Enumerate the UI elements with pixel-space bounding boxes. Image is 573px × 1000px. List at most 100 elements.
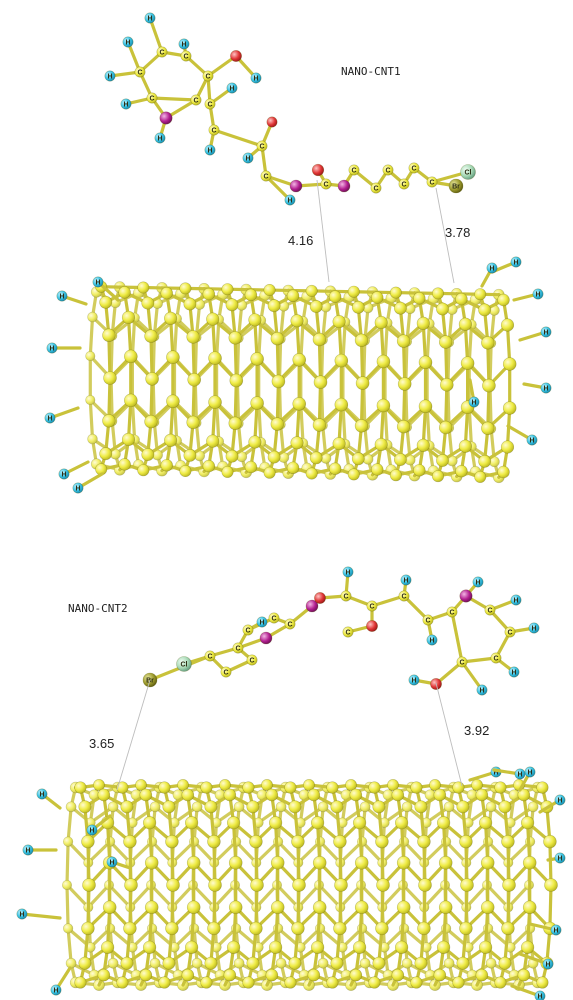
carbon-atom-symbol: C (333, 0, 338, 2)
cc-bond (148, 821, 154, 865)
carbon-atom (166, 394, 180, 409)
molecule-bond (206, 54, 238, 78)
carbon-atom (439, 335, 453, 349)
carbon-atom-symbol: C (210, 0, 215, 2)
carbon-atom (368, 976, 381, 989)
cc-bond (401, 339, 407, 386)
carbon-atom-symbol: C (467, 0, 472, 2)
carbon-atom-symbol: C (309, 0, 314, 2)
carbon-atom (102, 414, 116, 428)
carbon-atom-symbol: C (443, 0, 448, 2)
hydrogen-atom (36, 788, 48, 800)
carbon-atom (286, 461, 300, 475)
carbon-atom (345, 779, 357, 791)
hydrogen-atom-symbol: H (49, 345, 54, 352)
carbon-atom-symbol: C (290, 0, 295, 2)
carbon-atom-symbol: C (359, 0, 364, 2)
carbon-atom (498, 800, 512, 814)
carbon-atom-symbol: C (485, 0, 490, 2)
cc-bond (380, 840, 385, 887)
cc-bond (130, 399, 137, 442)
carbon-atom-symbol: C (164, 0, 169, 2)
carbon-atom-symbol: C (99, 0, 104, 2)
carbon-atom (144, 414, 158, 429)
carbon-atom (456, 800, 470, 814)
carbon-atom-symbol: C (148, 0, 153, 2)
carbon-atom (183, 297, 197, 311)
carbon-atom-symbol: C (199, 0, 204, 2)
cc-bond (317, 883, 342, 909)
carbon-atom-symbol: C (359, 0, 364, 2)
carbon-atom-symbol: C (145, 0, 150, 2)
carbon-atom (225, 298, 239, 312)
carbon-atom-symbol: C (399, 0, 404, 2)
carbon-atom-symbol: C (505, 0, 510, 2)
carbon-atom-symbol: C (385, 0, 390, 2)
carbon-atom (543, 834, 557, 849)
carbon-atom-symbol: C (166, 0, 171, 2)
carbon-atom-symbol: C (525, 0, 530, 2)
carbon-atom (312, 332, 327, 347)
carbon-atom (376, 878, 390, 892)
cc-bond (526, 821, 532, 865)
carbon-atom (439, 420, 453, 435)
carbon-atom-symbol: C (487, 607, 492, 614)
cc-bond (86, 883, 91, 930)
carbon-atom (303, 779, 315, 791)
cc-bond (338, 840, 364, 865)
carbon-atom-symbol: C (428, 0, 433, 2)
carbon-atom-symbol: C (380, 0, 385, 2)
carbon-atom (452, 976, 465, 989)
carbon-atom (458, 439, 472, 453)
carbon-atom (232, 642, 244, 654)
hydrogen-atom (472, 576, 484, 588)
carbon-atom (348, 164, 360, 176)
carbon-atom (143, 816, 157, 830)
carbon-atom-symbol: C (432, 0, 437, 2)
carbon-atom-symbol: C (258, 0, 263, 2)
carbon-atom-symbol: C (185, 0, 190, 2)
hydrogen-atom (542, 958, 554, 970)
cc-bond (526, 905, 532, 949)
carbon-atom (63, 836, 74, 847)
carbon-atom-symbol: C (395, 0, 400, 2)
carbon-atom-symbol: C (425, 617, 430, 624)
carbon-atom (460, 356, 475, 370)
carbon-atom-symbol: C (512, 0, 517, 2)
hydrogen-atom-symbol: H (53, 987, 58, 994)
hydrogen-atom-symbol: H (75, 485, 80, 492)
carbon-atom (63, 923, 74, 934)
carbon-atom-symbol: C (69, 0, 74, 2)
carbon-atom (250, 396, 264, 410)
carbon-atom (418, 878, 432, 892)
carbon-atom-symbol: C (334, 0, 339, 2)
carbon-atom-symbol: C (150, 0, 155, 2)
carbon-atom-symbol: C (498, 0, 503, 2)
carbon-atom (179, 282, 192, 295)
carbon-atom-symbol: C (540, 0, 545, 2)
carbon-atom (124, 349, 138, 364)
carbon-atom (353, 940, 367, 954)
hydrogen-atom (550, 924, 562, 936)
cc-bond (484, 821, 490, 865)
carbon-atom (270, 331, 284, 346)
carbon-atom (311, 940, 325, 954)
carbon-atom (418, 399, 433, 414)
carbon-atom-symbol: C (254, 0, 259, 2)
carbon-atom-symbol: C (190, 0, 195, 2)
carbon-atom-symbol: C (287, 621, 292, 628)
carbon-atom-symbol: C (359, 0, 364, 2)
carbon-atom-symbol: C (463, 0, 468, 2)
carbon-atom (267, 450, 281, 464)
carbon-atom (233, 801, 245, 813)
cc-bond (444, 840, 468, 865)
carbon-atom-symbol: C (296, 0, 301, 2)
molecule-bond (148, 16, 164, 54)
cc-bond (379, 320, 385, 364)
carbon-atom-symbol: C (147, 0, 152, 2)
carbon-atom (78, 800, 92, 814)
carbon-atom (290, 436, 304, 450)
ch-bond (20, 912, 62, 920)
cc-bond (254, 883, 259, 930)
carbon-atom (185, 940, 199, 954)
